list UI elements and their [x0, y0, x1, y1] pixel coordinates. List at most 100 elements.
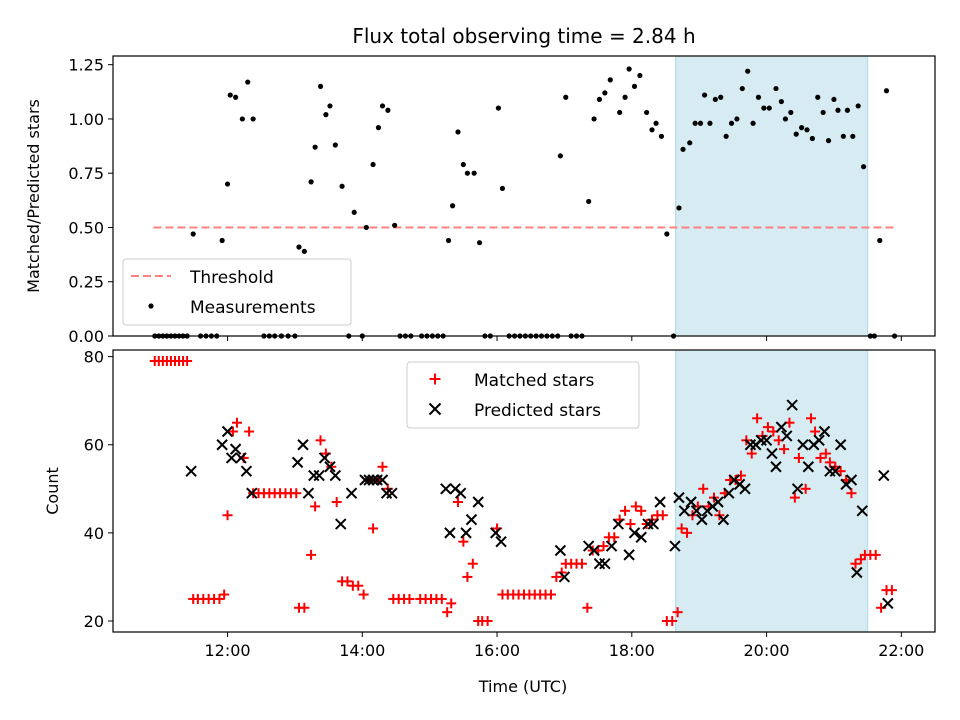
- predicted-point: [599, 557, 611, 570]
- legend-measurement-label: Measurements: [190, 298, 316, 318]
- matched-point: [315, 435, 326, 446]
- measurement-point: [692, 120, 698, 126]
- predicted-point: [489, 527, 502, 539]
- matched-point: [219, 589, 230, 600]
- measurement-point: [392, 222, 398, 228]
- measurement-point: [831, 96, 837, 103]
- matched-point: [244, 426, 255, 437]
- measurement-point: [687, 140, 693, 146]
- predicted-point: [291, 456, 304, 469]
- predicted-point: [818, 425, 831, 438]
- top-ytick-label: 1.25: [68, 56, 104, 75]
- matched-point: [676, 523, 687, 534]
- bottom-legend-box: [406, 361, 640, 429]
- measurement-point: [718, 94, 724, 100]
- measurement-point: [840, 133, 846, 139]
- matched-point: [310, 501, 321, 512]
- bottom-data-layer: [149, 356, 897, 626]
- measurement-point: [312, 144, 318, 150]
- top-panel: 0.00 0.25 0.50 0.75 1.00 1.25 Matched/Predict…: [24, 55, 936, 346]
- measurement-point: [855, 103, 861, 109]
- matched-point: [636, 505, 647, 516]
- predicted-point: [623, 549, 635, 561]
- matched-point: [620, 505, 631, 516]
- measurement-point: [363, 224, 369, 231]
- bottom-axes-frame: [112, 349, 936, 633]
- predicted-point: [635, 531, 647, 543]
- predicted-point: [558, 571, 571, 583]
- predicted-point: [221, 425, 234, 438]
- predicted-point: [216, 439, 228, 451]
- measurement-point: [351, 209, 357, 215]
- measurement-point: [449, 203, 456, 209]
- matched-point: [609, 532, 620, 543]
- predicted-point: [723, 487, 735, 499]
- bottom-ytick-label: 20: [84, 612, 104, 631]
- predicted-point: [235, 452, 247, 464]
- predicted-point: [444, 527, 456, 539]
- matched-point: [800, 483, 811, 494]
- matched-point: [353, 580, 364, 591]
- measurement-point: [860, 164, 867, 170]
- bottom-background-layer: [675, 349, 869, 633]
- measurement-point: [676, 205, 682, 211]
- measurement-point: [379, 103, 386, 109]
- top-highlight-span: [675, 55, 869, 337]
- bottom-xtick-label: 12:00: [204, 641, 250, 660]
- predicted-point: [376, 474, 389, 486]
- measurement-point: [239, 116, 245, 122]
- measurement-point: [332, 142, 338, 148]
- matched-point: [672, 607, 683, 618]
- matched-point: [291, 488, 302, 499]
- measurement-point: [464, 170, 471, 176]
- top-ytick-label: 0.50: [68, 218, 104, 237]
- predicted-point: [834, 439, 847, 451]
- predicted-point: [324, 461, 336, 473]
- measurement-point: [680, 146, 686, 152]
- matched-point: [870, 549, 881, 560]
- bottom-xlabel: Time (UTC): [478, 677, 567, 696]
- predicted-point: [739, 483, 751, 495]
- matched-point: [556, 567, 567, 578]
- legend-matched-label: Matched stars: [474, 371, 594, 391]
- measurement-point: [697, 120, 704, 126]
- measurement-point: [296, 244, 302, 250]
- legend-predicted-swatch: [428, 402, 442, 416]
- measurement-point: [701, 92, 708, 98]
- predicted-point: [813, 434, 825, 447]
- matched-point: [815, 452, 826, 463]
- measurement-point: [820, 109, 826, 116]
- matched-point: [182, 356, 193, 367]
- bottom-legend: Matched stars Predicted stars: [406, 361, 640, 429]
- measurement-point: [308, 179, 314, 185]
- top-ytick-label: 0.25: [68, 273, 104, 292]
- measurement-point: [788, 109, 794, 116]
- measurement-point: [626, 66, 632, 72]
- matched-point: [824, 457, 835, 468]
- predicted-point: [588, 544, 600, 557]
- predicted-point: [786, 399, 798, 411]
- measurement-point: [734, 116, 740, 122]
- measurement-point: [557, 153, 563, 159]
- measurement-point: [649, 127, 655, 133]
- matched-point: [227, 426, 238, 437]
- top-axes-frame: [112, 55, 936, 337]
- predicted-point: [878, 469, 890, 482]
- predicted-point: [791, 483, 804, 495]
- measurement-point: [755, 94, 762, 100]
- measurement-point: [602, 90, 608, 96]
- measurement-point: [499, 185, 506, 192]
- matched-point: [358, 589, 369, 600]
- measurement-point: [658, 133, 665, 139]
- matched-point: [835, 466, 846, 477]
- measurement-point: [250, 116, 256, 122]
- top-ytick-label: 1.00: [68, 110, 104, 129]
- matched-point: [746, 448, 757, 459]
- matched-point: [886, 585, 897, 596]
- predicted-point: [717, 513, 730, 526]
- measurement-point: [476, 240, 483, 246]
- predicted-point: [678, 505, 691, 517]
- measurement-point: [563, 94, 569, 100]
- top-ytick-label: 0.75: [68, 164, 104, 183]
- matched-point: [779, 444, 790, 455]
